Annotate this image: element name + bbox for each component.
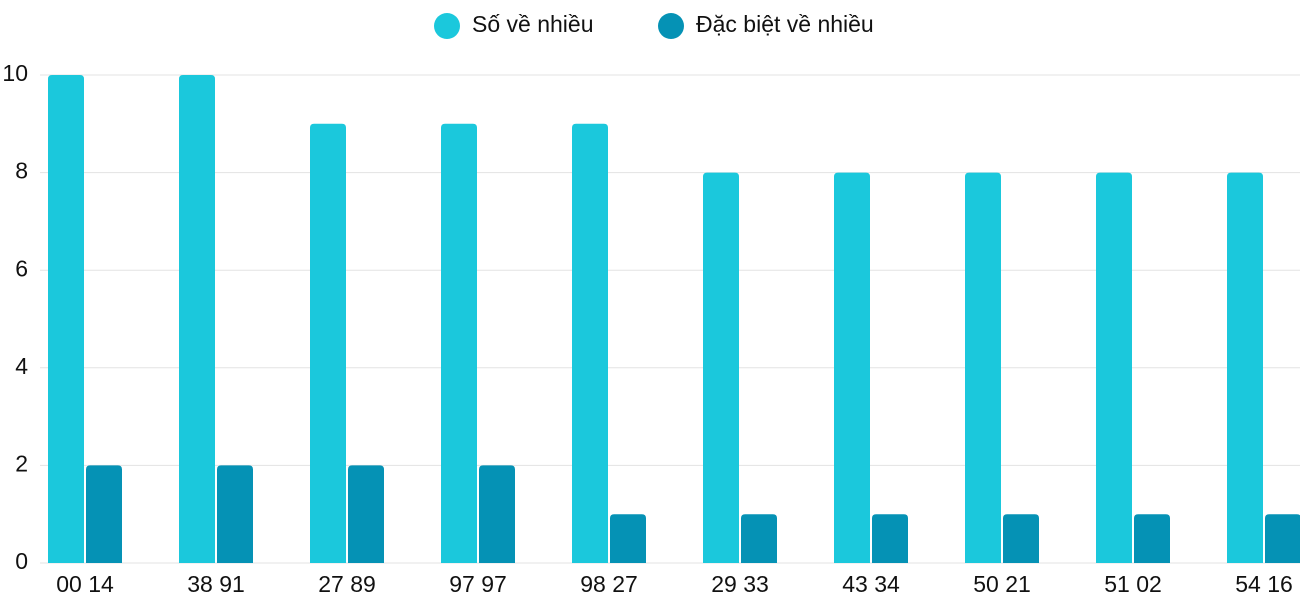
y-tick-label: 10 <box>2 60 28 86</box>
x-tick-label: 54 16 <box>1235 571 1293 597</box>
x-tick-label: 51 02 <box>1104 571 1162 597</box>
y-tick-label: 0 <box>15 548 28 574</box>
bar <box>741 514 777 563</box>
bar <box>965 172 1001 563</box>
bar <box>834 172 870 563</box>
bar <box>310 123 346 564</box>
y-tick-label: 2 <box>15 450 28 476</box>
bar <box>1096 172 1132 563</box>
bar <box>572 123 608 564</box>
legend-marker <box>658 13 684 39</box>
x-tick-label: 50 21 <box>973 571 1031 597</box>
x-tick-label: 29 33 <box>711 571 769 597</box>
bar <box>348 465 384 563</box>
bar <box>1265 514 1300 563</box>
bar <box>48 75 84 563</box>
x-tick-label: 98 27 <box>580 571 638 597</box>
y-tick-label: 8 <box>15 158 28 184</box>
bar <box>872 514 908 563</box>
y-tick-label: 4 <box>15 353 28 379</box>
bar <box>703 172 739 563</box>
bar <box>86 465 122 563</box>
x-tick-label: 43 34 <box>842 571 900 597</box>
bar <box>179 75 215 563</box>
bar <box>479 465 515 563</box>
bar <box>610 514 646 563</box>
bar <box>1227 172 1263 563</box>
x-tick-label: 27 89 <box>318 571 376 597</box>
bar <box>1003 514 1039 563</box>
legend-marker <box>434 13 460 39</box>
y-tick-label: 6 <box>15 255 28 281</box>
bar <box>217 465 253 563</box>
bar <box>1134 514 1170 563</box>
bar <box>441 123 477 564</box>
legend-label: Số về nhiều <box>472 11 593 37</box>
x-tick-label: 00 14 <box>56 571 114 597</box>
x-tick-label: 38 91 <box>187 571 245 597</box>
x-tick-label: 97 97 <box>449 571 507 597</box>
legend-label: Đặc biệt về nhiều <box>696 11 874 37</box>
